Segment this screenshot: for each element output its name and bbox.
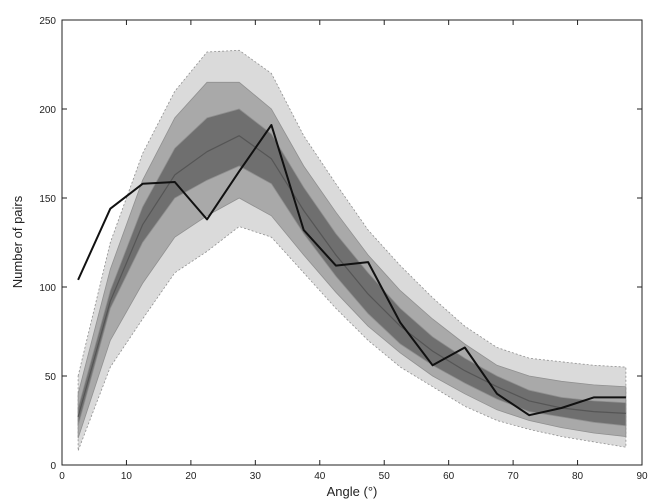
x-tick-label: 20: [185, 471, 197, 482]
y-tick-label: 150: [39, 194, 56, 205]
x-tick-label: 80: [572, 471, 584, 482]
y-axis-label: Number of pairs: [10, 195, 25, 288]
y-tick-label: 250: [39, 16, 56, 27]
x-tick-label: 30: [250, 471, 262, 482]
x-axis-label: Angle (°): [327, 484, 378, 499]
x-tick-label: 0: [59, 471, 65, 482]
y-tick-label: 100: [39, 283, 56, 294]
y-tick-label: 50: [45, 372, 57, 383]
x-tick-label: 90: [636, 471, 648, 482]
confidence-bands: [77, 49, 627, 451]
confidence-band-3: [77, 108, 627, 427]
series-lines: [77, 124, 626, 418]
x-tick-label: 10: [121, 471, 133, 482]
x-tick-label: 70: [508, 471, 520, 482]
x-axis: 0 10 20 30 40 50 60 70 80 90: [59, 20, 648, 482]
y-tick-label: 200: [39, 105, 56, 116]
observed-line: [77, 124, 626, 417]
x-tick-label: 40: [314, 471, 326, 482]
y-tick-label: 0: [50, 461, 56, 472]
x-tick-label: 60: [443, 471, 455, 482]
x-tick-label: 50: [379, 471, 391, 482]
y-axis: 0 50 100 150 200 250: [39, 16, 642, 472]
